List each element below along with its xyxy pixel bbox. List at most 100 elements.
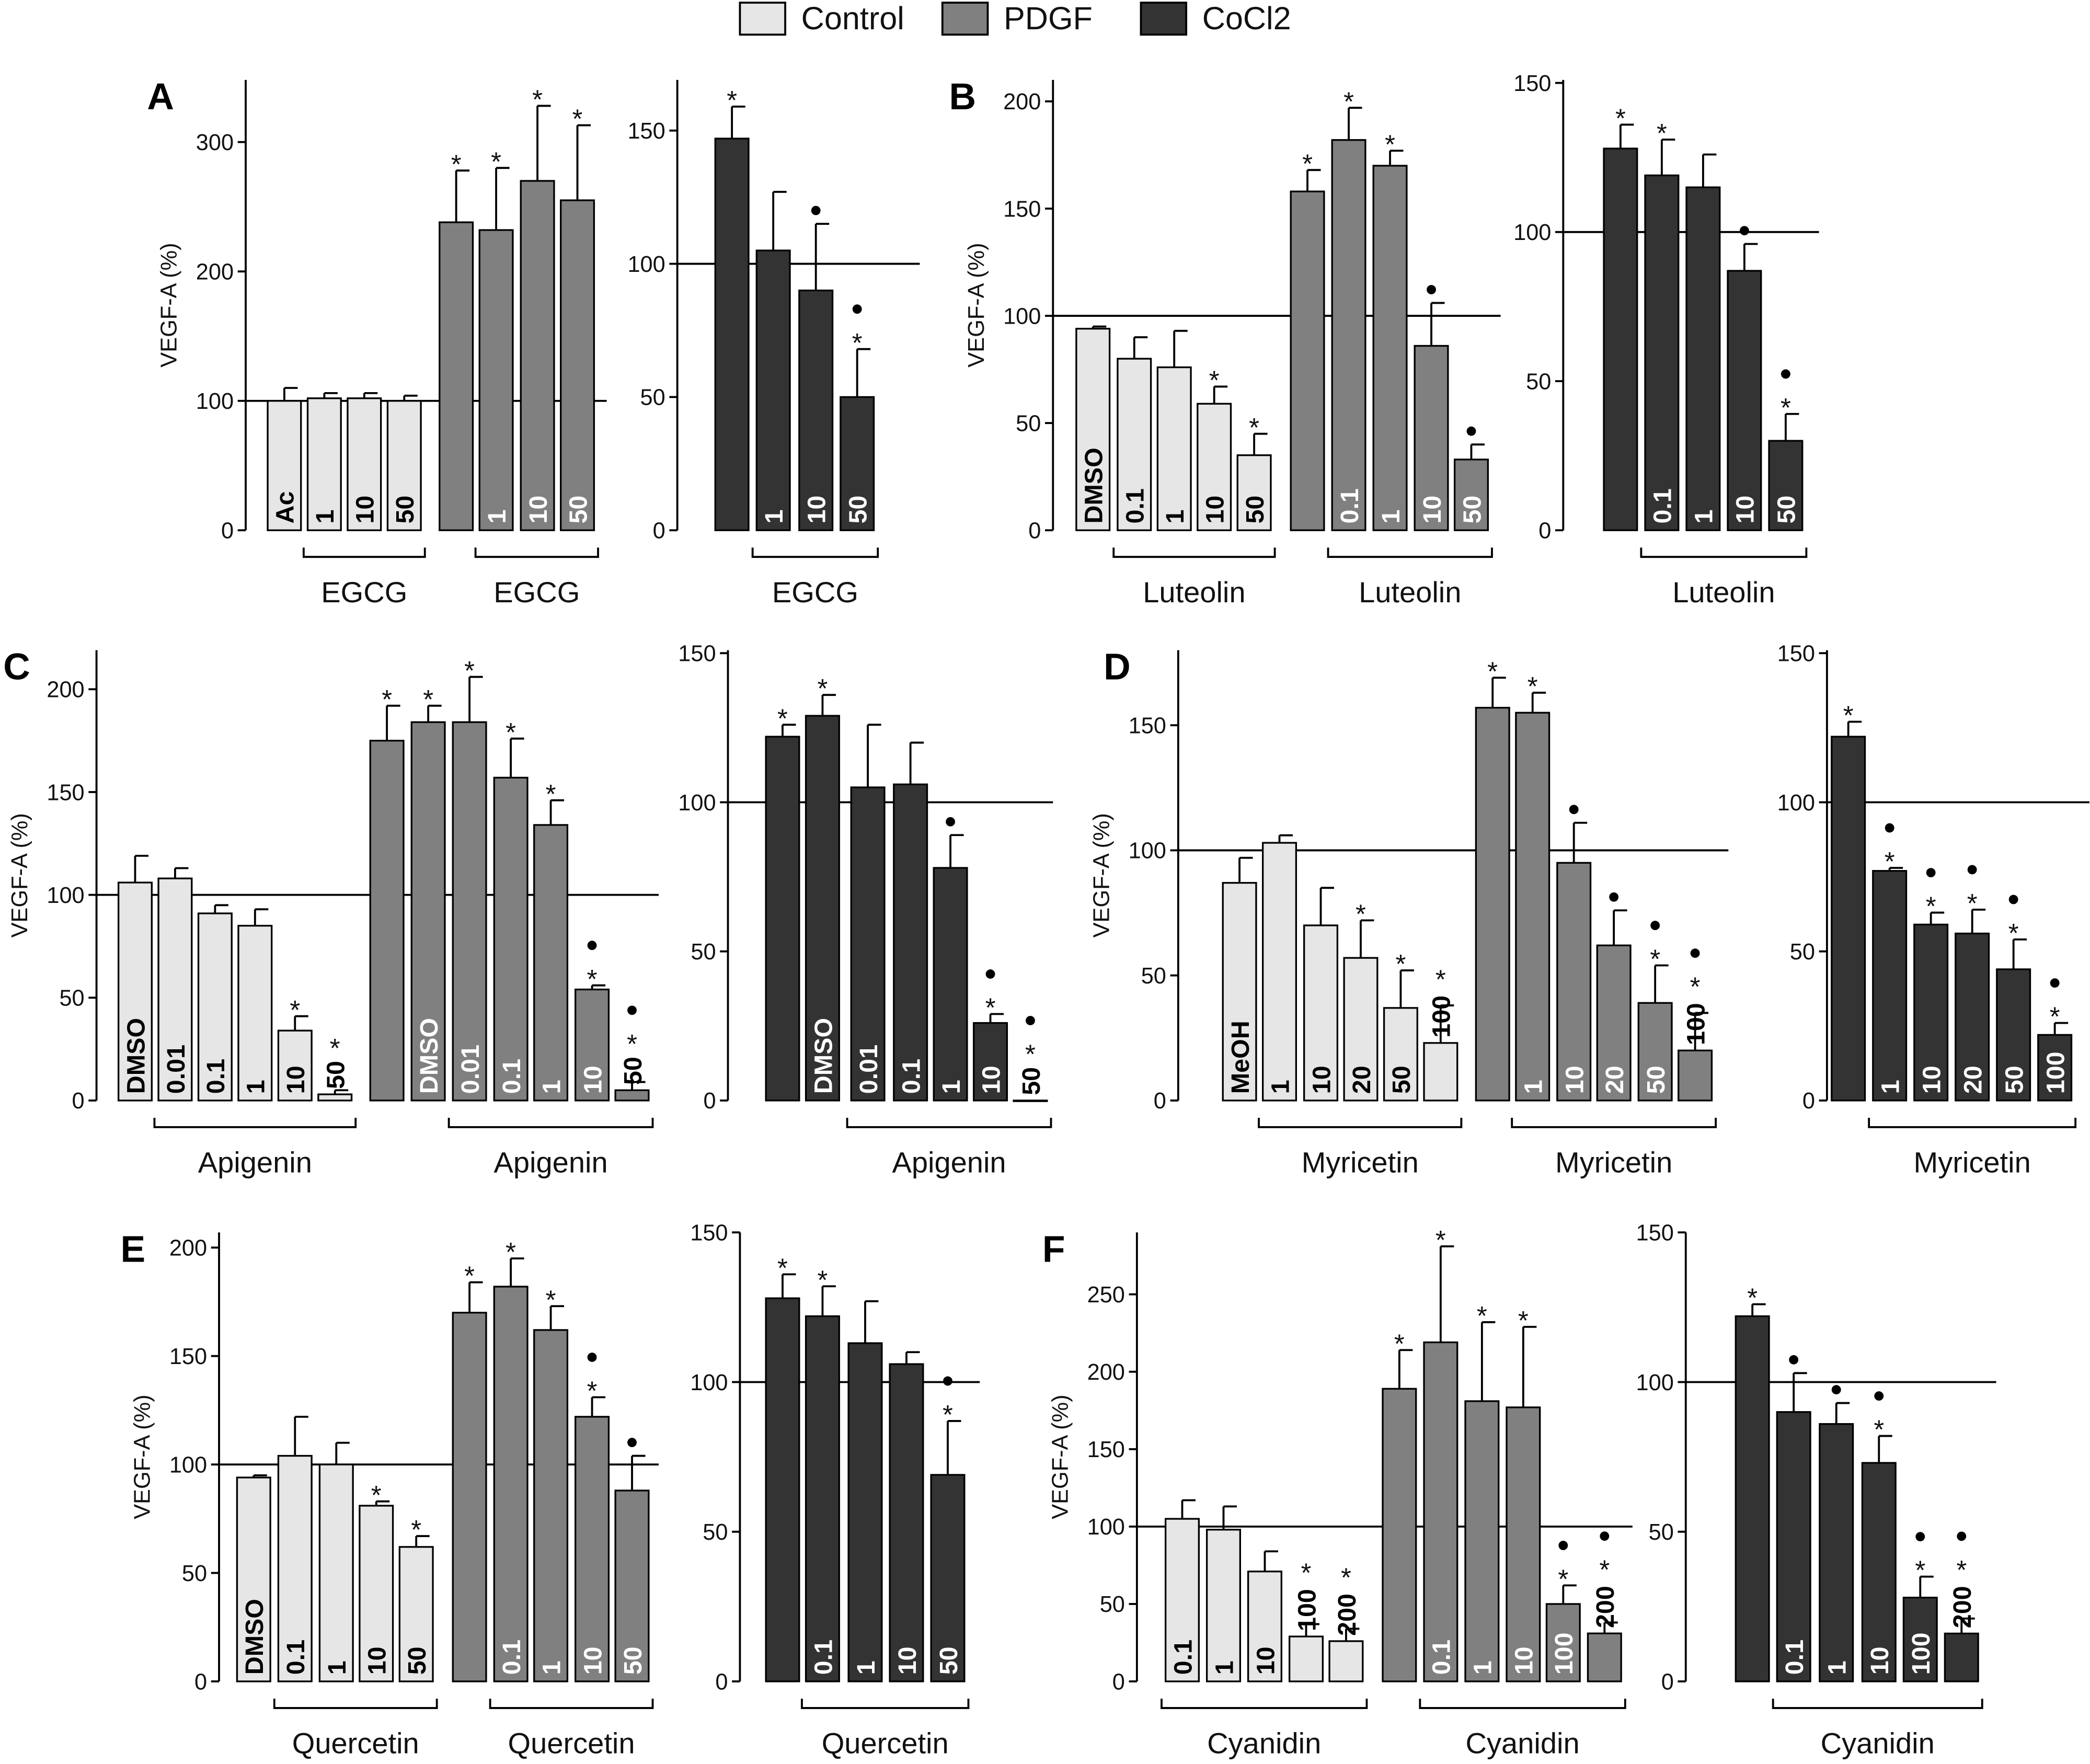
bar-label: 1: [937, 1080, 966, 1094]
significance-asterisk: *: [290, 995, 300, 1025]
significance-asterisk: *: [464, 1261, 475, 1291]
y-tick-label: 0: [221, 519, 234, 544]
y-tick-label: 200: [1003, 89, 1041, 114]
bracket-line: [751, 547, 879, 558]
bar: [520, 180, 555, 531]
bar: [1117, 358, 1152, 531]
bar-group-pdgf: 20: [1596, 892, 1632, 1102]
compound-bracket: Luteolin: [1640, 547, 1808, 609]
significance-dot: [852, 304, 862, 314]
y-tick-label: 0: [703, 1089, 716, 1114]
y-axis-label: VEGF-A (%): [1048, 1394, 1073, 1519]
bar: [1545, 1603, 1581, 1682]
significance-dot: [985, 969, 995, 979]
bar-label: 1: [1377, 510, 1405, 524]
compound-label: EGCG: [772, 576, 858, 609]
significance-asterisk: *: [587, 1376, 598, 1406]
significance-asterisk: *: [1477, 1301, 1487, 1331]
significance-asterisk: *: [985, 993, 996, 1023]
significance-dot: [1831, 1385, 1841, 1394]
bar: [1197, 403, 1232, 531]
bar-group-pdgf: 100*: [1678, 948, 1713, 1102]
bar: [359, 1505, 394, 1682]
bar: [1331, 139, 1366, 531]
bar-group-cocl2: 10: [1727, 226, 1762, 531]
panel-letter: C: [3, 646, 30, 688]
bar: [439, 221, 474, 531]
significance-asterisk: *: [1885, 846, 1895, 876]
bar-label: 100: [1907, 1632, 1935, 1675]
y-tick-label: 200: [1087, 1360, 1125, 1385]
bar-label: 100: [1682, 1003, 1710, 1045]
bar-group-pdgf: 0.1 *: [493, 717, 529, 1102]
bar-label: DMSO: [1080, 448, 1108, 523]
bar: [478, 229, 514, 531]
bar-label: 50: [1241, 496, 1269, 524]
bar-label: 50: [1017, 1067, 1046, 1095]
legend-label-control: Control: [801, 1, 904, 36]
compound-bracket: Luteolin: [1112, 547, 1276, 609]
bar-label: 0.1: [1336, 488, 1364, 523]
bar-label: 0.1: [809, 1640, 837, 1675]
bar-group-control: 1: [1261, 834, 1297, 1102]
significance-asterisk: *: [818, 1265, 828, 1295]
bar-group-pdgf: 0.1 *: [493, 1237, 529, 1682]
bar-group-control: 10 *: [1197, 365, 1232, 531]
bar: [277, 1029, 313, 1102]
compound-bracket: Apigenin: [153, 1118, 357, 1179]
legend-label-pdgf: PDGF: [1004, 1, 1093, 36]
y-tick-label: 300: [196, 130, 234, 155]
bar-label: DMSO: [415, 1018, 443, 1094]
y-axis-label: VEGF-A (%): [1089, 813, 1114, 937]
significance-asterisk: *: [2008, 918, 2019, 948]
bar-group-pdgf: *: [1475, 656, 1510, 1102]
bar-label: 1: [1690, 510, 1718, 524]
bar-label: 0.1: [1169, 1640, 1197, 1675]
compound-label: Luteolin: [1359, 576, 1461, 609]
bar-label: 10: [1307, 1066, 1336, 1094]
bar: [1556, 862, 1592, 1102]
bar: [1222, 881, 1257, 1102]
bar: [1637, 1002, 1673, 1102]
bar-group-pdgf: 1*: [478, 146, 514, 531]
significance-asterisk: *: [1487, 656, 1498, 686]
bar-label: 50: [1387, 1066, 1416, 1094]
significance-dot: [943, 1376, 952, 1386]
bar-label: 10: [1731, 496, 1760, 524]
bar-group-pdgf: *: [1382, 1328, 1417, 1682]
compound-bracket: Apigenin: [846, 1118, 1052, 1179]
bar-group-pdgf: 1*: [1372, 129, 1408, 531]
plot-b-2: 0 50 100 150 * 0.1 * 1 10 50 * Luteolin: [1513, 71, 1819, 609]
bar: [1727, 270, 1762, 531]
y-tick-label: 50: [1100, 1592, 1125, 1617]
bar-group-cocl2: 50 *: [1996, 895, 2031, 1102]
significance-asterisk: *: [1341, 1563, 1351, 1593]
significance-dot: [1967, 865, 1977, 875]
bar-label: 200: [1591, 1586, 1620, 1628]
bar-group-pdgf: 50: [1453, 426, 1489, 531]
bracket-line: [1112, 547, 1276, 558]
y-tick-label: 100: [1087, 1515, 1125, 1540]
compound-bracket: Quercetin: [801, 1699, 970, 1760]
y-tick-label: 0: [1661, 1669, 1674, 1694]
bar-group-cocl2: *: [1603, 104, 1638, 531]
bar-group-pdgf: 0.1 *: [1423, 1225, 1459, 1682]
bar-group-cocl2: 1: [847, 1300, 883, 1682]
bar-group-control: 100*: [1423, 964, 1459, 1102]
significance-dot: [1885, 823, 1894, 833]
bar: [452, 721, 487, 1102]
compound-bracket: Myricetin: [1258, 1118, 1463, 1179]
compound-bracket: Cyanidin: [1161, 1699, 1368, 1760]
compound-label: Quercetin: [508, 1727, 635, 1760]
y-tick-label: 50: [640, 385, 665, 410]
bar-group-cocl2: 50 *: [1768, 369, 1804, 531]
bar-label: 0.1: [202, 1059, 230, 1094]
bar-group-control: 10 *: [359, 1480, 394, 1682]
y-tick-label: 150: [678, 642, 716, 667]
bar-group-cocl2: 0.1: [1776, 1355, 1811, 1682]
bar-group-control: DMSO: [1075, 325, 1111, 531]
bar-label: 100: [2041, 1051, 2070, 1094]
